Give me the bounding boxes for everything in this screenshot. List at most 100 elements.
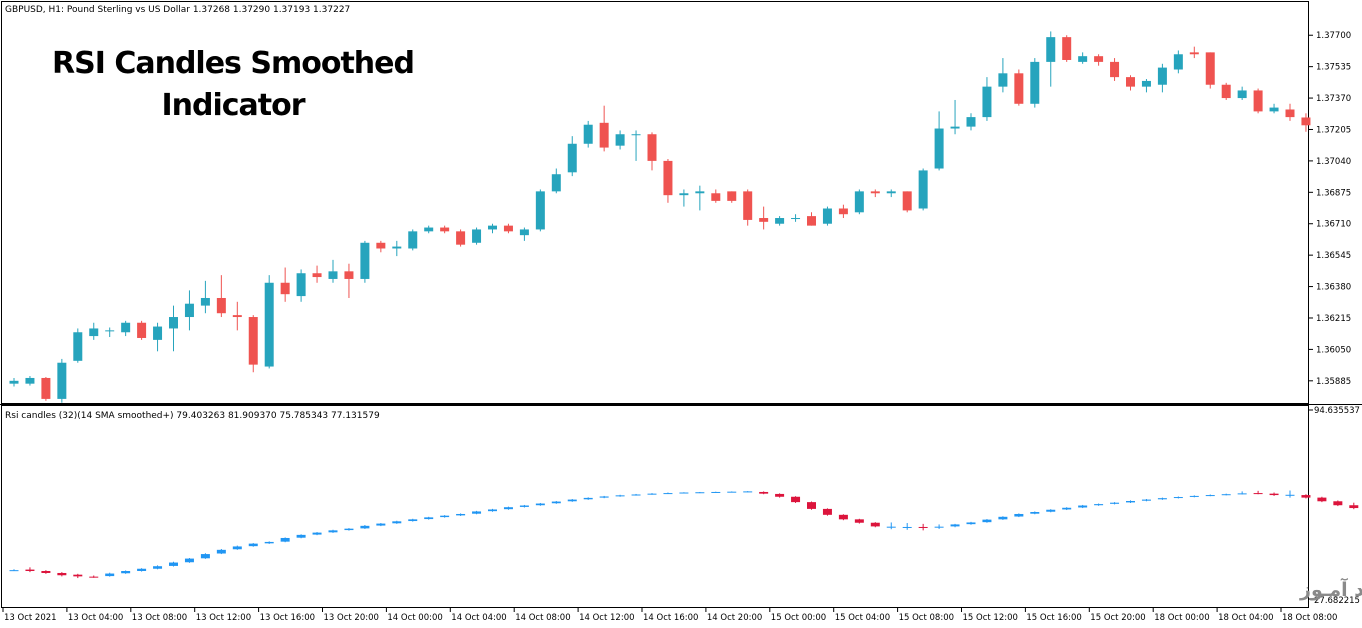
rsi-candle — [1237, 491, 1247, 495]
rsi-candle — [344, 528, 354, 531]
time-tick-label: 13 Oct 16:00 — [260, 613, 315, 623]
price-candle — [424, 225, 434, 234]
price-candle-body — [743, 191, 753, 220]
price-candle — [631, 130, 641, 161]
rsi-candle-body — [615, 495, 625, 497]
price-candle — [1078, 52, 1088, 64]
price-candle — [41, 377, 51, 401]
rsi-candle-body — [137, 568, 147, 572]
rsi-candle — [743, 491, 753, 493]
rsi-candle — [918, 523, 928, 531]
price-candle — [982, 77, 992, 121]
rsi-candle — [200, 553, 210, 559]
rsi-candle-body — [663, 493, 673, 495]
price-candle-body — [711, 193, 721, 201]
price-candle-body — [232, 315, 242, 318]
rsi-candle — [1317, 496, 1327, 503]
price-candle — [456, 229, 466, 247]
price-candle — [9, 377, 19, 387]
price-candle — [1237, 86, 1247, 100]
rsi-top-value: 94.635537 — [1314, 406, 1360, 416]
rsi-candle — [1221, 493, 1231, 496]
price-candle — [918, 168, 928, 211]
price-candle — [264, 275, 274, 369]
rsi-candle-body — [535, 503, 545, 506]
price-candle — [89, 322, 99, 340]
price-candle-body — [886, 191, 896, 194]
price-candle — [1189, 46, 1199, 59]
rsi-candle — [312, 532, 322, 536]
rsi-candle — [360, 524, 370, 529]
price-candle-body — [727, 191, 737, 201]
price-candle — [807, 212, 816, 226]
rsi-candle — [280, 537, 290, 543]
rsi-candle — [1062, 507, 1072, 511]
rsi-candle — [105, 572, 115, 577]
price-candle-body — [89, 328, 99, 337]
rsi-candle-body — [1062, 507, 1072, 510]
rsi-candle — [711, 491, 721, 493]
rsi-candle-body — [232, 546, 242, 550]
price-candle-body — [1078, 56, 1088, 62]
rsi-candle-body — [440, 515, 450, 518]
rsi-candle — [296, 534, 306, 539]
rsi-candle-body — [1333, 501, 1343, 506]
rsi-candle-body — [488, 509, 497, 512]
price-candle-body — [647, 134, 657, 161]
rsi-candle-body — [982, 519, 992, 523]
rsi-candle-body — [1301, 495, 1311, 498]
price-candle-body — [822, 208, 832, 224]
price-candle-body — [1173, 54, 1183, 70]
rsi-candle — [838, 514, 848, 521]
price-candle-body — [567, 143, 577, 173]
price-candle — [950, 99, 960, 135]
time-axis[interactable]: 13 Oct 2021 13 Oct 04:00 13 Oct 08:00 13 Oc… — [2, 608, 1337, 623]
price-candle — [822, 206, 832, 226]
rsi-candle-body — [153, 566, 163, 569]
time-tick-label: 14 Oct 16:00 — [643, 613, 698, 623]
rsi-candle-body — [89, 576, 99, 578]
price-candle — [328, 259, 338, 283]
time-tick-label: 15 Oct 04:00 — [835, 613, 890, 623]
price-candle-body — [137, 322, 147, 338]
price-candle-body — [775, 218, 785, 224]
price-candle — [1094, 54, 1104, 66]
price-candle-body — [328, 271, 338, 279]
price-candle — [232, 301, 242, 331]
price-tick-label: 1.36710 — [1316, 220, 1351, 230]
rsi-candle — [153, 565, 163, 570]
rsi-candle-body — [1253, 493, 1263, 495]
price-candle — [472, 227, 482, 245]
rsi-candle — [615, 494, 625, 497]
price-candle — [408, 229, 418, 251]
time-tick-label: 14 Oct 12:00 — [579, 613, 634, 623]
price-candle-body — [1269, 107, 1279, 112]
watermark-text: انتشار در وبسایت سـود آمـوز — [1299, 577, 1362, 601]
price-candle — [535, 189, 545, 232]
price-candle-body — [599, 122, 609, 148]
price-candle-body — [966, 117, 976, 127]
rsi-candle-body — [854, 519, 864, 523]
rsi-candle — [1141, 499, 1151, 502]
price-candle-body — [424, 227, 434, 232]
rsi-candle-body — [121, 571, 131, 574]
price-candle — [1030, 58, 1040, 108]
price-tick-label: 1.36215 — [1316, 314, 1351, 324]
price-candle-body — [1221, 84, 1231, 99]
rsi-candle-body — [184, 558, 194, 563]
rsi-candle — [41, 570, 51, 574]
price-candle — [1046, 31, 1056, 87]
rsi-candle — [456, 513, 466, 516]
rsi-candle-body — [902, 526, 912, 528]
price-candle — [1126, 75, 1135, 91]
rsi-candle-body — [41, 571, 51, 573]
price-candle — [248, 315, 258, 373]
price-candle-body — [759, 218, 769, 222]
main-info-line: GBPUSD, H1: Pound Sterling vs US Dollar … — [5, 5, 350, 15]
price-axis[interactable]: 1.37700 1.37535 1.37370 1.37205 1.37040 1.368… — [1309, 31, 1351, 387]
price-candle-body — [1253, 90, 1263, 112]
price-candle — [200, 280, 210, 314]
price-candle — [966, 113, 976, 131]
rsi-candle — [89, 575, 99, 578]
